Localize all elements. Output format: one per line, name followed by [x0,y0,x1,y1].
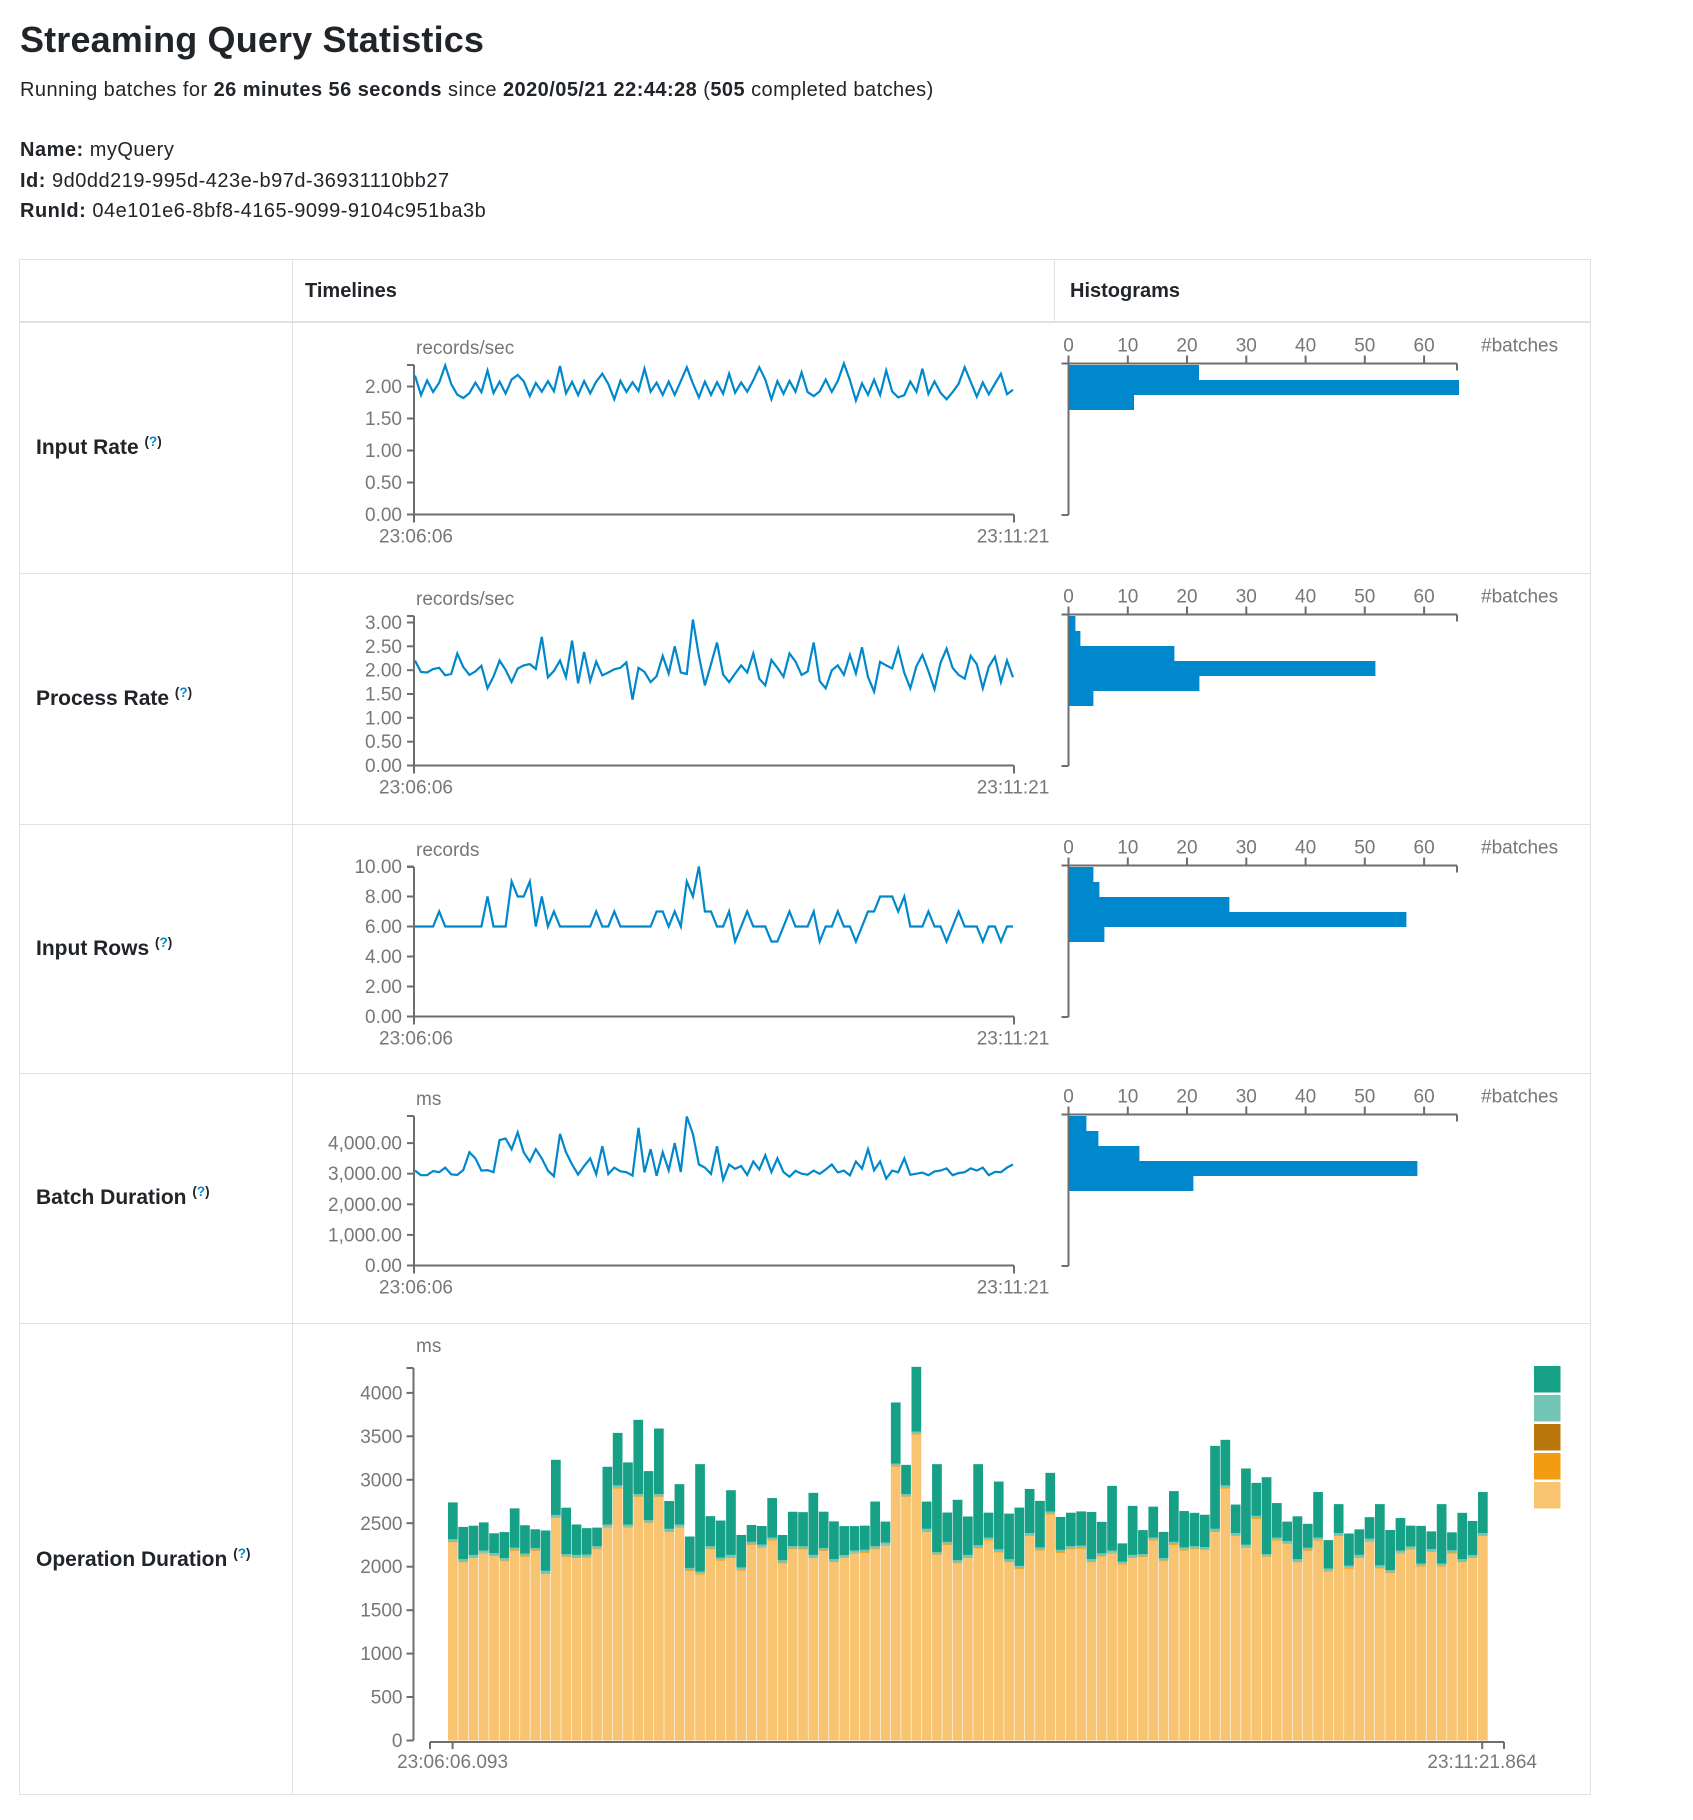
svg-text:60: 60 [1414,587,1435,608]
svg-text:#batches: #batches [1481,587,1558,608]
svg-text:23:06:06: 23:06:06 [379,527,453,548]
svg-text:23:06:06: 23:06:06 [379,778,453,799]
svg-text:0.00: 0.00 [365,1256,402,1277]
svg-text:#batches: #batches [1481,336,1558,357]
svg-text:40: 40 [1295,336,1316,357]
svg-text:40: 40 [1295,1087,1316,1108]
svg-text:6.00: 6.00 [365,917,402,938]
svg-text:10: 10 [1117,838,1138,859]
svg-text:23:06:06: 23:06:06 [379,1029,453,1050]
svg-text:2500: 2500 [360,1514,402,1535]
svg-text:2.00: 2.00 [365,377,402,398]
svg-text:10: 10 [1117,587,1138,608]
svg-text:3000: 3000 [360,1470,402,1491]
svg-text:50: 50 [1354,1087,1375,1108]
svg-text:ms: ms [416,1089,441,1110]
svg-text:1.00: 1.00 [365,441,402,462]
svg-text:50: 50 [1354,336,1375,357]
svg-text:1000: 1000 [360,1644,402,1665]
svg-text:0.00: 0.00 [365,505,402,526]
svg-text:1.50: 1.50 [365,409,402,430]
svg-text:2.00: 2.00 [365,977,402,998]
svg-text:2.50: 2.50 [365,637,402,658]
svg-text:30: 30 [1236,336,1257,357]
svg-text:2,000.00: 2,000.00 [328,1195,402,1216]
svg-text:30: 30 [1236,838,1257,859]
svg-text:0: 0 [1063,336,1074,357]
svg-text:1500: 1500 [360,1601,402,1622]
svg-text:40: 40 [1295,838,1316,859]
svg-text:0: 0 [392,1731,403,1752]
svg-text:ms: ms [416,1336,441,1357]
svg-text:23:06:06: 23:06:06 [379,1278,453,1299]
svg-text:4.00: 4.00 [365,947,402,968]
svg-text:4,000.00: 4,000.00 [328,1134,402,1155]
svg-text:10.00: 10.00 [354,857,402,878]
svg-text:10: 10 [1117,1087,1138,1108]
svg-text:3,000.00: 3,000.00 [328,1164,402,1185]
svg-text:records: records [416,840,479,861]
svg-text:23:11:21.864: 23:11:21.864 [1427,1752,1537,1773]
svg-text:2000: 2000 [360,1557,402,1578]
svg-text:2.00: 2.00 [365,661,402,682]
svg-text:50: 50 [1354,838,1375,859]
svg-text:60: 60 [1414,336,1435,357]
svg-text:40: 40 [1295,587,1316,608]
svg-text:500: 500 [371,1688,403,1709]
svg-text:23:11:21: 23:11:21 [977,778,1050,799]
svg-text:0: 0 [1063,1087,1074,1108]
svg-text:50: 50 [1354,587,1375,608]
svg-text:60: 60 [1414,838,1435,859]
svg-text:23:11:21: 23:11:21 [977,1029,1050,1050]
svg-text:23:06:06.093: 23:06:06.093 [397,1752,508,1773]
svg-text:20: 20 [1176,838,1197,859]
svg-text:60: 60 [1414,1087,1435,1108]
svg-text:3.00: 3.00 [365,613,402,634]
svg-text:8.00: 8.00 [365,887,402,908]
svg-text:30: 30 [1236,1087,1257,1108]
svg-text:23:11:21: 23:11:21 [977,527,1050,548]
svg-text:30: 30 [1236,587,1257,608]
svg-text:1.00: 1.00 [365,708,402,729]
svg-text:records/sec: records/sec [416,338,514,359]
svg-text:0.00: 0.00 [365,1007,402,1028]
svg-text:10: 10 [1117,336,1138,357]
svg-text:records/sec: records/sec [416,589,514,610]
svg-text:20: 20 [1176,1087,1197,1108]
svg-text:0: 0 [1063,587,1074,608]
svg-text:#batches: #batches [1481,1087,1558,1108]
svg-text:0: 0 [1063,838,1074,859]
svg-text:#batches: #batches [1481,838,1558,859]
svg-text:1.50: 1.50 [365,685,402,706]
svg-text:20: 20 [1176,336,1197,357]
svg-text:0.50: 0.50 [365,473,402,494]
svg-text:0.50: 0.50 [365,732,402,753]
svg-text:20: 20 [1176,587,1197,608]
svg-text:4000: 4000 [360,1383,402,1404]
svg-text:1,000.00: 1,000.00 [328,1225,402,1246]
svg-text:3500: 3500 [360,1427,402,1448]
svg-text:0.00: 0.00 [365,756,402,777]
svg-text:23:11:21: 23:11:21 [977,1278,1050,1299]
